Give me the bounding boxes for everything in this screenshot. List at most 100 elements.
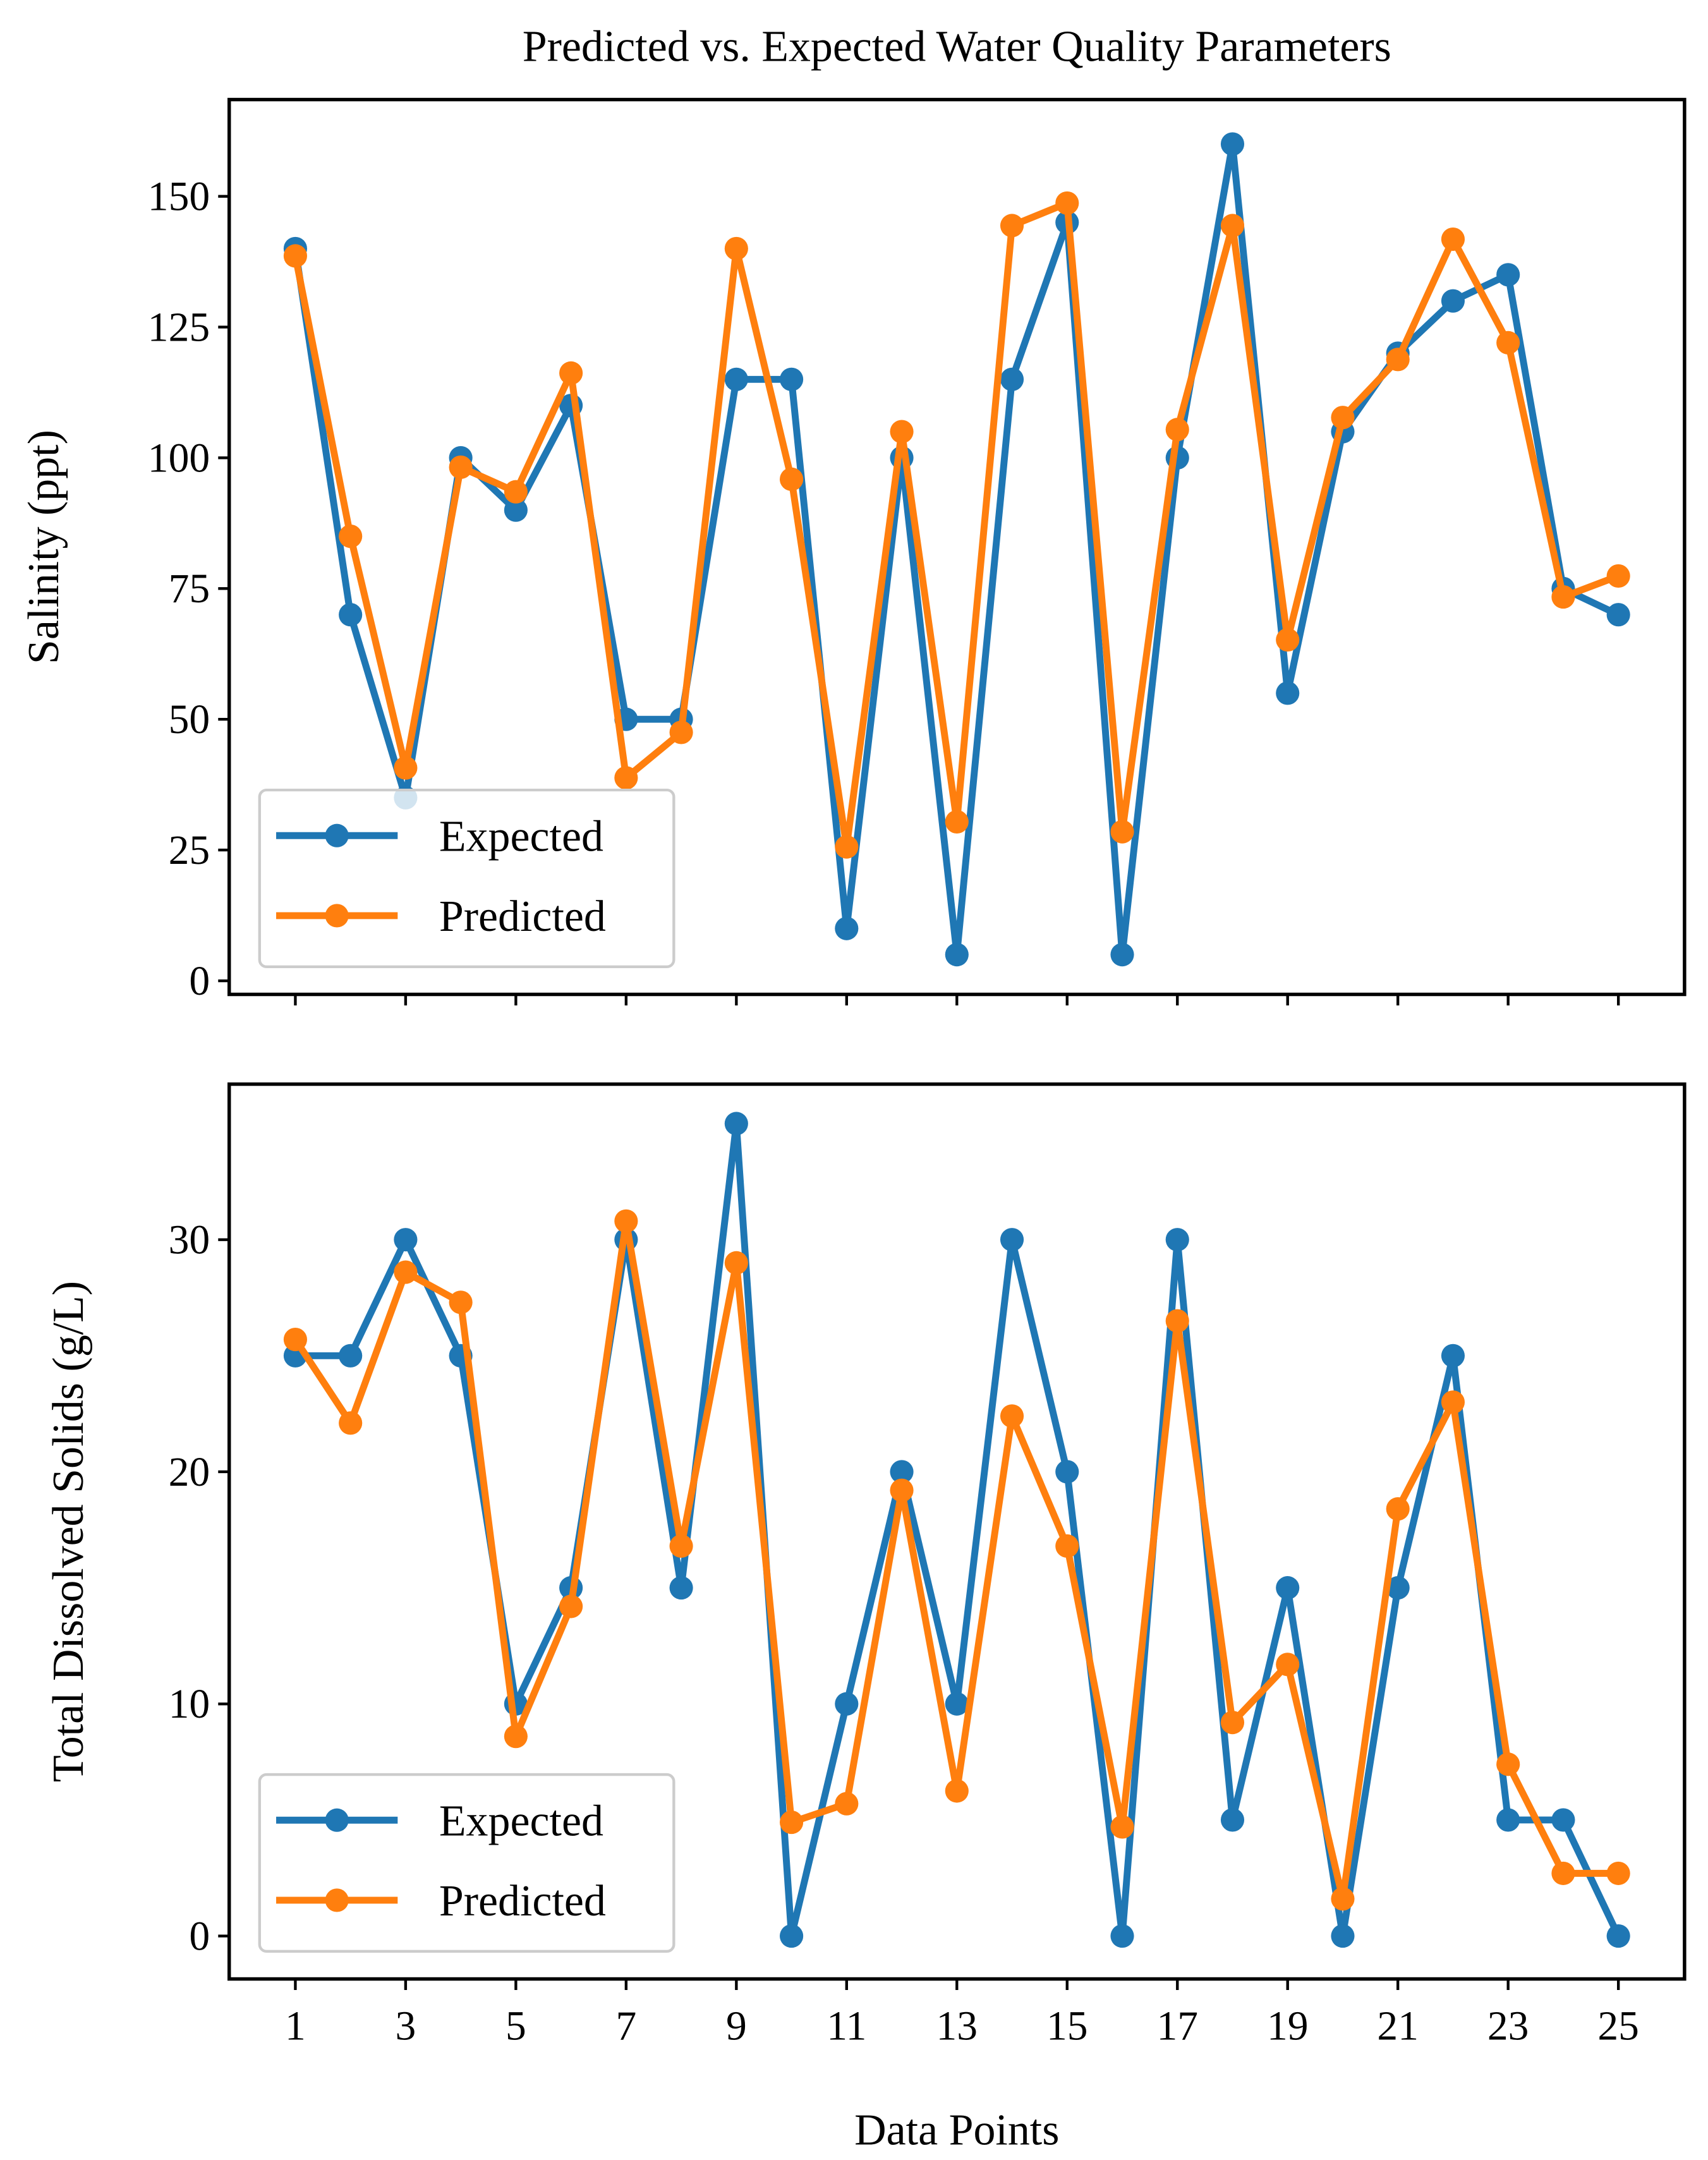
data-point-predicted <box>1220 214 1245 238</box>
data-point-expected <box>1165 1228 1189 1252</box>
legend-label-expected: Expected <box>439 1797 603 1845</box>
data-point-expected <box>835 916 859 940</box>
data-point-expected <box>724 1112 748 1136</box>
x-tick-label: 7 <box>615 2004 636 2049</box>
legend-label-predicted: Predicted <box>439 1877 606 1926</box>
data-point-expected <box>1441 289 1465 313</box>
x-tick-label: 23 <box>1487 2004 1529 2049</box>
data-point-predicted <box>1110 1815 1134 1839</box>
data-point-expected <box>1055 1460 1079 1484</box>
y-tick-label: 20 <box>169 1450 210 1495</box>
y-tick-label: 30 <box>169 1218 210 1263</box>
x-tick-label: 21 <box>1377 2004 1419 2049</box>
x-tick-label: 9 <box>726 2004 747 2049</box>
data-point-predicted <box>1551 585 1575 609</box>
data-point-predicted <box>779 467 804 491</box>
axes-frame <box>227 97 1687 997</box>
data-point-expected <box>1276 681 1300 705</box>
data-point-predicted <box>1055 191 1079 215</box>
data-point-expected <box>724 367 748 391</box>
data-point-predicted <box>394 756 418 780</box>
data-point-predicted <box>835 835 859 859</box>
x-tick-label: 19 <box>1267 2004 1309 2049</box>
y-tick-label: 10 <box>169 1682 210 1727</box>
data-point-predicted <box>559 1594 583 1618</box>
data-point-expected <box>1220 1808 1245 1832</box>
x-tick-label: 25 <box>1597 2004 1639 2049</box>
legend-label-expected: Expected <box>439 812 603 861</box>
y-tick-label: 25 <box>169 828 210 873</box>
panel-1: 0 25 50 75 100 125 150 Salinity (ppt) Expected Pr… <box>20 97 1687 1006</box>
data-point-expected <box>1220 132 1245 156</box>
x-tick-label: 15 <box>1046 2004 1088 2049</box>
data-point-predicted <box>779 1811 804 1835</box>
legend: Expected Predicted <box>258 1773 675 1953</box>
y-axis-label: Total Dissolved Solids (g/L) <box>44 1281 93 1782</box>
data-point-expected <box>1496 1808 1520 1832</box>
series-line-predicted <box>292 199 1620 851</box>
data-point-predicted <box>945 810 969 834</box>
y-tick-label: 100 <box>148 435 210 481</box>
data-point-expected <box>1110 943 1134 967</box>
data-point-predicted <box>1441 227 1465 252</box>
legend-marker-predicted <box>325 904 349 928</box>
data-point-predicted <box>724 1251 748 1275</box>
data-point-predicted <box>1055 1534 1079 1558</box>
legend-marker-expected <box>325 1808 349 1832</box>
data-point-predicted <box>504 480 528 504</box>
axes-frame <box>227 1082 1687 1981</box>
data-point-expected <box>1606 603 1630 627</box>
data-point-predicted <box>339 525 363 549</box>
data-point-predicted <box>669 720 693 744</box>
data-point-expected <box>394 1228 418 1252</box>
data-point-predicted <box>283 244 307 268</box>
data-point-predicted <box>1000 214 1024 238</box>
y-tick-label: 0 <box>189 1914 210 1959</box>
data-point-expected <box>1276 1576 1300 1600</box>
x-tick-label: 17 <box>1156 2004 1198 2049</box>
data-point-predicted <box>724 236 748 260</box>
data-point-predicted <box>449 1290 473 1314</box>
data-point-expected <box>339 1344 363 1368</box>
data-point-predicted <box>1110 820 1134 844</box>
data-point-expected <box>779 367 804 391</box>
data-point-predicted <box>339 1411 363 1435</box>
data-point-predicted <box>1441 1390 1465 1414</box>
x-tick-label: 11 <box>827 2004 866 2049</box>
legend-marker-predicted <box>325 1888 349 1912</box>
data-point-expected <box>1000 1228 1024 1252</box>
data-point-predicted <box>1220 1711 1245 1735</box>
y-tick-label: 50 <box>169 697 210 743</box>
data-point-predicted <box>669 1534 693 1558</box>
data-point-predicted <box>1386 1497 1410 1521</box>
data-point-predicted <box>1276 1653 1300 1677</box>
data-point-expected <box>1551 1808 1575 1832</box>
data-point-expected <box>504 498 528 522</box>
data-point-expected <box>1000 367 1024 391</box>
data-point-predicted <box>614 1209 638 1233</box>
y-tick-label: 150 <box>148 174 210 220</box>
data-point-predicted <box>504 1725 528 1749</box>
data-point-expected <box>1386 1576 1410 1600</box>
data-point-predicted <box>394 1260 418 1284</box>
legend: Expected Predicted <box>258 788 675 969</box>
data-point-predicted <box>449 455 473 479</box>
data-point-predicted <box>1606 1861 1630 1885</box>
data-point-predicted <box>1496 1752 1520 1776</box>
data-point-expected <box>890 1460 914 1484</box>
legend-label-predicted: Predicted <box>439 892 606 941</box>
y-tick-label: 0 <box>189 959 210 1004</box>
chart-title: Predicted vs. Expected Water Quality Par… <box>523 22 1391 71</box>
data-point-expected <box>779 1924 804 1948</box>
data-point-predicted <box>1331 1887 1355 1911</box>
data-point-expected <box>945 943 969 967</box>
data-point-predicted <box>835 1792 859 1816</box>
data-point-predicted <box>1386 348 1410 372</box>
data-point-expected <box>1331 1924 1355 1948</box>
data-point-predicted <box>1000 1404 1024 1428</box>
data-point-expected <box>339 603 363 627</box>
data-point-predicted <box>1331 406 1355 430</box>
data-point-predicted <box>1165 1309 1189 1333</box>
